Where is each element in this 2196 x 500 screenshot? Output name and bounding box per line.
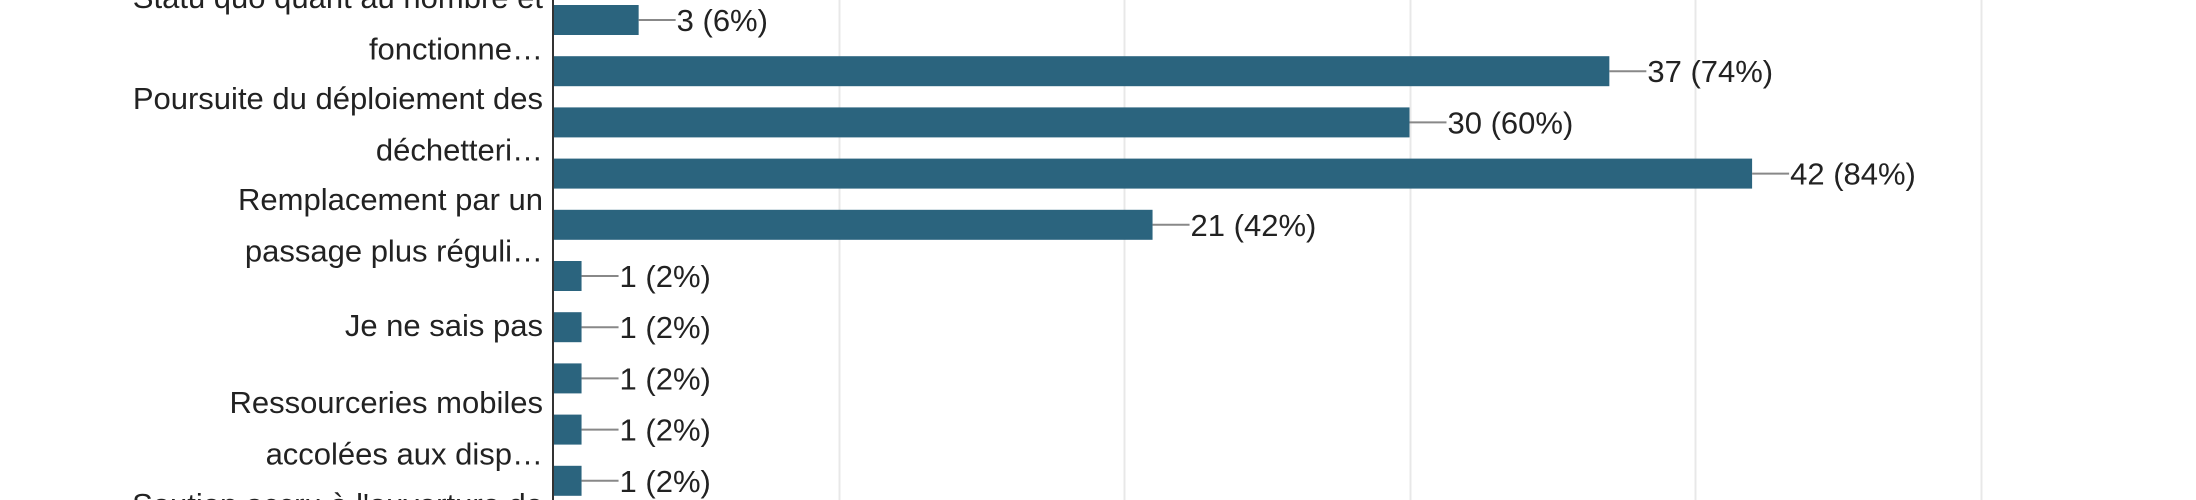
data-label-8: 1 (2%) xyxy=(620,413,711,448)
category-label-2-line-0: Remplacement par un xyxy=(238,182,543,217)
bar-0 xyxy=(553,5,639,35)
category-label-2: Remplacement par un passage plus réguli… xyxy=(238,182,543,268)
category-label-3-line-0: Je ne sais pas xyxy=(345,308,543,343)
bar-7 xyxy=(553,363,582,394)
category-label-0-line-0: Statu quo quant au nombre et xyxy=(133,0,544,15)
data-labels: 3 (6%) 37 (74%) 30 (60%) 42 (84%) 21 (42%) 1 … xyxy=(620,3,1916,499)
category-label-1: Poursuite du déploiement des déchetteri… xyxy=(133,81,543,167)
data-label-6: 1 (2%) xyxy=(620,310,711,345)
category-label-5: Soutien accru à l'ouverture de xyxy=(132,487,543,500)
data-label-2: 30 (60%) xyxy=(1448,105,1574,140)
category-label-3: Je ne sais pas xyxy=(345,308,543,343)
data-label-9: 1 (2%) xyxy=(620,464,711,499)
bar-4 xyxy=(553,209,1153,240)
category-label-4: Ressourceries mobiles accolées aux disp… xyxy=(229,385,543,471)
bar-6 xyxy=(553,312,582,343)
bar-2 xyxy=(553,107,1410,138)
data-label-3: 42 (84%) xyxy=(1790,157,1916,192)
category-label-4-line-0: Ressourceries mobiles xyxy=(229,385,543,420)
data-label-7: 1 (2%) xyxy=(620,361,711,396)
category-label-0-line-1: fonctionne… xyxy=(369,31,543,66)
data-label-4: 21 (42%) xyxy=(1191,208,1317,243)
category-label-4-line-1: accolées aux disp… xyxy=(266,436,543,471)
category-label-1-line-1: déchetteri… xyxy=(376,132,543,167)
data-label-5: 1 (2%) xyxy=(620,259,711,294)
bar-3 xyxy=(553,158,1753,189)
data-label-1: 37 (74%) xyxy=(1647,54,1773,89)
bar-8 xyxy=(553,414,582,445)
bar-9 xyxy=(553,465,582,496)
category-label-5-line-0: Soutien accru à l'ouverture de xyxy=(132,487,543,500)
data-label-0: 3 (6%) xyxy=(677,3,768,38)
category-label-0: Statu quo quant au nombre et fonctionne… xyxy=(133,0,544,66)
category-label-2-line-1: passage plus réguli… xyxy=(245,233,543,268)
bars-layer xyxy=(553,5,1790,496)
bar-1 xyxy=(553,56,1610,87)
category-labels: Statu quo quant au nombre et fonctionne… P… xyxy=(132,0,543,500)
bar-5 xyxy=(553,261,582,291)
category-label-1-line-0: Poursuite du déploiement des xyxy=(133,81,543,116)
